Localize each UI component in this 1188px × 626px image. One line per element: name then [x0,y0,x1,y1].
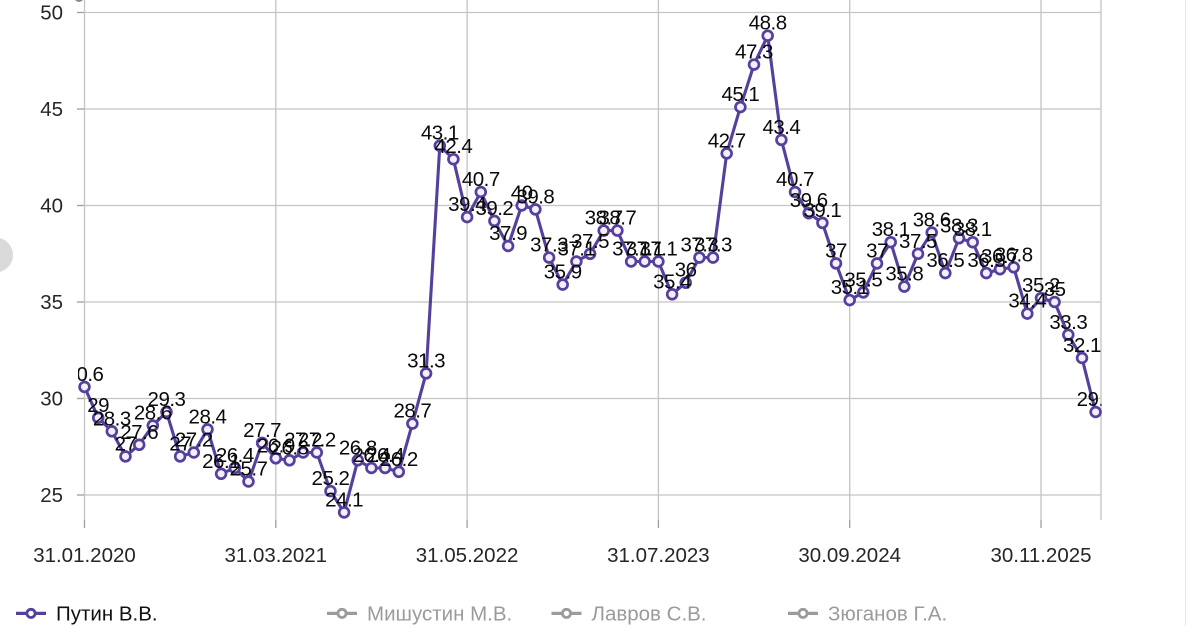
svg-text:28.7: 28.7 [393,400,431,423]
svg-text:38.6: 38.6 [913,209,951,232]
svg-text:34.4: 34.4 [1008,290,1046,313]
svg-text:29.3: 29.3 [148,388,186,411]
svg-text:37.3: 37.3 [530,234,568,257]
svg-text:Путин В.В.: Путин В.В. [56,603,158,626]
svg-text:37: 37 [866,239,888,262]
svg-text:37.5: 37.5 [899,230,937,253]
svg-text:30.09.2024: 30.09.2024 [798,544,901,567]
svg-text:40: 40 [511,182,533,205]
svg-text:28.4: 28.4 [189,405,227,428]
svg-text:38.7: 38.7 [585,207,623,230]
svg-text:42.7: 42.7 [708,129,746,152]
svg-text:38.3: 38.3 [940,214,978,237]
svg-text:36.5: 36.5 [926,249,964,272]
svg-text:27.2: 27.2 [284,429,322,452]
svg-text:26.4: 26.4 [366,444,404,467]
svg-text:38.1: 38.1 [872,218,910,241]
svg-text:35.8: 35.8 [885,263,923,286]
svg-text:39.1: 39.1 [803,199,841,222]
svg-text:30.11.2025: 30.11.2025 [990,544,1091,567]
svg-text:30.6: 30.6 [66,363,104,386]
svg-text:33.3: 33.3 [1049,311,1087,334]
svg-text:39.2: 39.2 [475,197,513,220]
svg-text:47.3: 47.3 [735,41,773,64]
svg-text:37.1: 37.1 [557,238,595,261]
svg-text:36.7: 36.7 [981,245,1019,268]
svg-text:37.9: 37.9 [489,222,527,245]
svg-text:48.8: 48.8 [749,12,787,35]
svg-text:36.8: 36.8 [995,243,1033,266]
svg-text:37: 37 [825,239,847,262]
svg-text:39.6: 39.6 [790,189,828,212]
svg-text:27: 27 [169,432,191,455]
svg-text:Зюганов Г.А.: Зюганов Г.А. [828,603,947,626]
svg-text:35.1: 35.1 [831,276,869,299]
svg-text:37.1: 37.1 [626,238,664,261]
svg-text:35: 35 [1044,278,1066,301]
svg-text:43.4: 43.4 [762,116,800,139]
svg-text:38.7: 38.7 [598,207,636,230]
svg-text:26.8: 26.8 [271,436,309,459]
svg-text:Лавров С.В.: Лавров С.В. [592,603,707,626]
svg-text:27.7: 27.7 [243,419,281,442]
svg-text:40: 40 [40,195,63,218]
svg-text:29: 29 [87,394,109,417]
svg-text:42.4: 42.4 [434,135,472,158]
svg-text:35.9: 35.9 [544,261,582,284]
svg-text:26.9: 26.9 [257,434,295,457]
svg-text:35: 35 [40,291,63,314]
svg-text:43.1: 43.1 [421,122,459,145]
svg-text:37.1: 37.1 [639,238,677,261]
svg-text:31.3: 31.3 [407,349,445,372]
svg-text:31.07.2023: 31.07.2023 [607,544,710,567]
svg-text:39.4: 39.4 [448,193,486,216]
svg-text:25.2: 25.2 [312,467,350,490]
svg-text:26.8: 26.8 [339,436,377,459]
svg-text:26.2: 26.2 [380,448,418,471]
svg-text:26.1: 26.1 [202,450,240,473]
svg-text:29.3: 29.3 [1077,388,1115,411]
svg-text:50: 50 [40,2,63,25]
svg-text:25: 25 [40,484,63,507]
svg-text:25.7: 25.7 [230,458,268,481]
svg-text:26.4: 26.4 [352,444,390,467]
svg-text:39.8: 39.8 [516,185,554,208]
svg-text:28.6: 28.6 [134,402,172,425]
svg-text:32.1: 32.1 [1063,334,1101,357]
svg-text:31.01.2020: 31.01.2020 [33,544,136,567]
svg-text:40.7: 40.7 [462,168,500,191]
svg-text:45: 45 [40,98,63,121]
svg-text:24.1: 24.1 [325,488,363,511]
svg-text:36: 36 [675,259,697,282]
svg-text:Мишустин М.В.: Мишустин М.В. [367,603,512,626]
svg-text:36.5: 36.5 [967,249,1005,272]
svg-text:35.2: 35.2 [1022,274,1060,297]
svg-text:37.3: 37.3 [694,234,732,257]
svg-text:37.5: 37.5 [571,230,609,253]
svg-text:27.2: 27.2 [298,429,336,452]
svg-text:27.2: 27.2 [175,429,213,452]
svg-text:35.5: 35.5 [844,268,882,291]
svg-text:45.1: 45.1 [721,83,759,106]
svg-text:40.7: 40.7 [776,168,814,191]
svg-text:27.6: 27.6 [120,421,158,444]
svg-text:27: 27 [115,432,137,455]
svg-text:28.3: 28.3 [93,407,131,430]
svg-text:37.1: 37.1 [612,238,650,261]
svg-text:26.4: 26.4 [216,444,254,467]
svg-text:31.05.2022: 31.05.2022 [416,544,519,567]
svg-text:31.03.2021: 31.03.2021 [224,544,327,567]
svg-text:37.3: 37.3 [680,234,718,257]
svg-text:35.4: 35.4 [653,270,691,293]
svg-text:38.1: 38.1 [954,218,992,241]
svg-text:30: 30 [40,388,63,411]
